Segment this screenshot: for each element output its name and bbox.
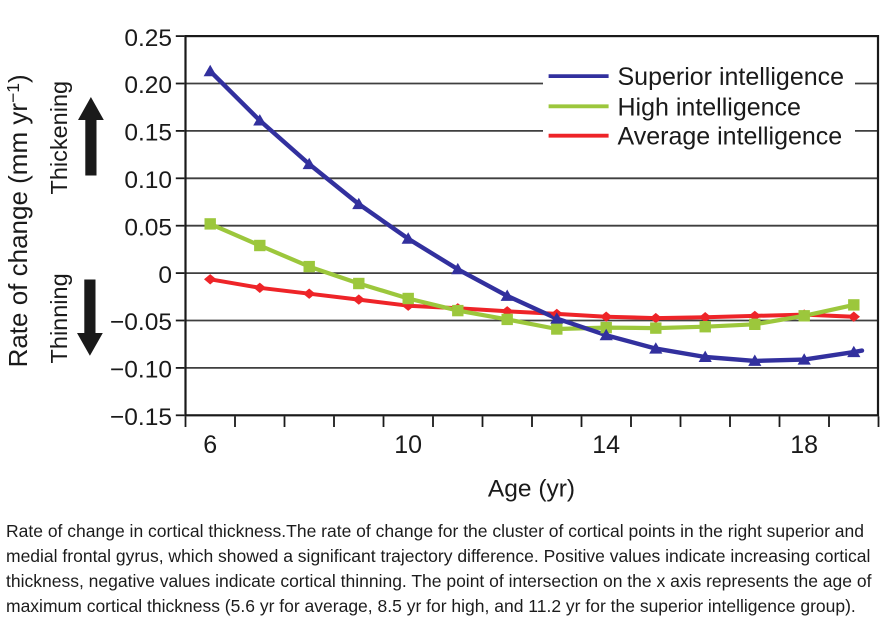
svg-text:Average intelligence: Average intelligence bbox=[618, 123, 843, 151]
svg-text:Thinning: Thinning bbox=[46, 273, 72, 363]
svg-text:High intelligence: High intelligence bbox=[618, 93, 801, 121]
svg-text:−0.15: −0.15 bbox=[110, 404, 172, 431]
svg-text:0.25: 0.25 bbox=[124, 25, 172, 52]
svg-text:6: 6 bbox=[203, 431, 217, 459]
svg-text:0.05: 0.05 bbox=[124, 214, 172, 241]
svg-text:Age (yr): Age (yr) bbox=[488, 476, 575, 503]
svg-text:0.20: 0.20 bbox=[124, 72, 172, 99]
svg-text:10: 10 bbox=[394, 431, 422, 459]
svg-text:14: 14 bbox=[592, 431, 620, 459]
svg-text:Rate of change (mm yr−1): Rate of change (mm yr−1) bbox=[3, 74, 33, 367]
svg-text:0: 0 bbox=[158, 262, 172, 289]
svg-text:Thickening: Thickening bbox=[46, 81, 72, 195]
svg-text:Superior intelligence: Superior intelligence bbox=[618, 63, 845, 91]
svg-text:0.10: 0.10 bbox=[124, 167, 172, 194]
svg-text:−0.10: −0.10 bbox=[110, 357, 172, 384]
svg-text:−0.05: −0.05 bbox=[110, 309, 172, 336]
svg-text:18: 18 bbox=[790, 431, 818, 459]
svg-text:0.15: 0.15 bbox=[124, 120, 172, 147]
